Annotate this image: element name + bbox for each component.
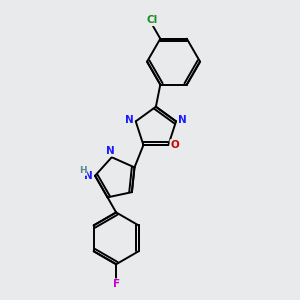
Text: Cl: Cl	[147, 15, 158, 25]
Text: N: N	[125, 115, 134, 125]
Text: N: N	[84, 171, 93, 181]
Text: N: N	[178, 115, 187, 125]
Text: F: F	[112, 279, 120, 289]
Text: N: N	[106, 146, 115, 156]
Text: H: H	[79, 166, 86, 175]
Text: O: O	[170, 140, 179, 150]
